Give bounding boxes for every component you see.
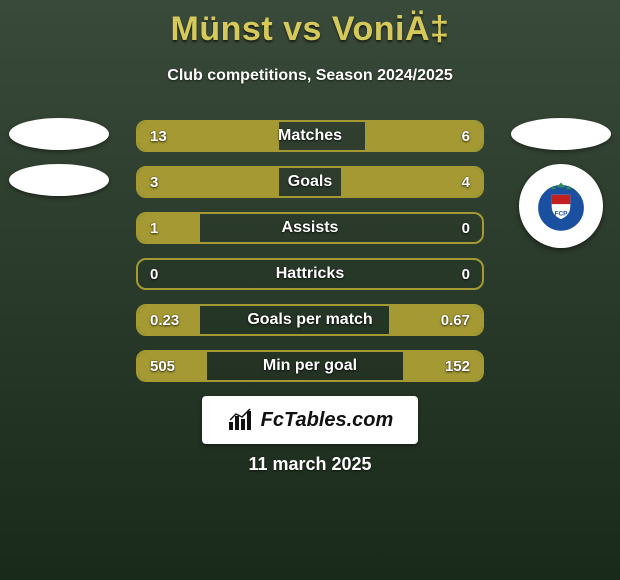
bar-value-right: 0 <box>462 214 470 242</box>
stat-bar-goals-per-match: Goals per match0.230.67 <box>136 304 484 336</box>
fctables-logo-text: FcTables.com <box>261 409 394 432</box>
bar-fill-right <box>403 352 482 380</box>
bar-value-right: 0 <box>462 260 470 288</box>
club-badge-right-1 <box>511 118 611 150</box>
page-subtitle: Club competitions, Season 2024/2025 <box>0 67 620 85</box>
bar-fill-left <box>138 122 279 150</box>
bar-value-left: 0 <box>150 260 158 288</box>
stat-bar-min-per-goal: Min per goal505152 <box>136 350 484 382</box>
bar-fill-left <box>138 306 200 334</box>
club-badge-left-2 <box>9 164 109 196</box>
player-left-badges <box>4 118 114 196</box>
page-title: Münst vs VoniÄ‡ <box>0 0 620 49</box>
club-badge-right-2: FCP <box>519 164 603 248</box>
fctables-chart-icon <box>227 408 255 432</box>
fctables-logo: FcTables.com <box>202 396 418 444</box>
porto-crest-icon: FCP <box>533 178 589 234</box>
bar-label: Hattricks <box>138 260 482 288</box>
stat-bar-assists: Assists10 <box>136 212 484 244</box>
bar-fill-left <box>138 352 207 380</box>
club-badge-left-1 <box>9 118 109 150</box>
bar-fill-right <box>341 168 482 196</box>
stat-bar-hattricks: Hattricks0 0 <box>136 258 484 290</box>
bar-fill-left <box>138 214 200 242</box>
player-right-badges: FCP <box>506 118 616 248</box>
stat-bars: Matches136Goals34Assists10Hattricks00Goa… <box>136 120 484 382</box>
svg-text:FCP: FCP <box>554 210 568 217</box>
stat-bar-matches: Matches136 <box>136 120 484 152</box>
bar-fill-right <box>365 122 482 150</box>
bar-fill-right <box>389 306 482 334</box>
stat-bar-goals: Goals34 <box>136 166 484 198</box>
date-label: 11 march 2025 <box>0 454 620 475</box>
bar-fill-left <box>138 168 279 196</box>
